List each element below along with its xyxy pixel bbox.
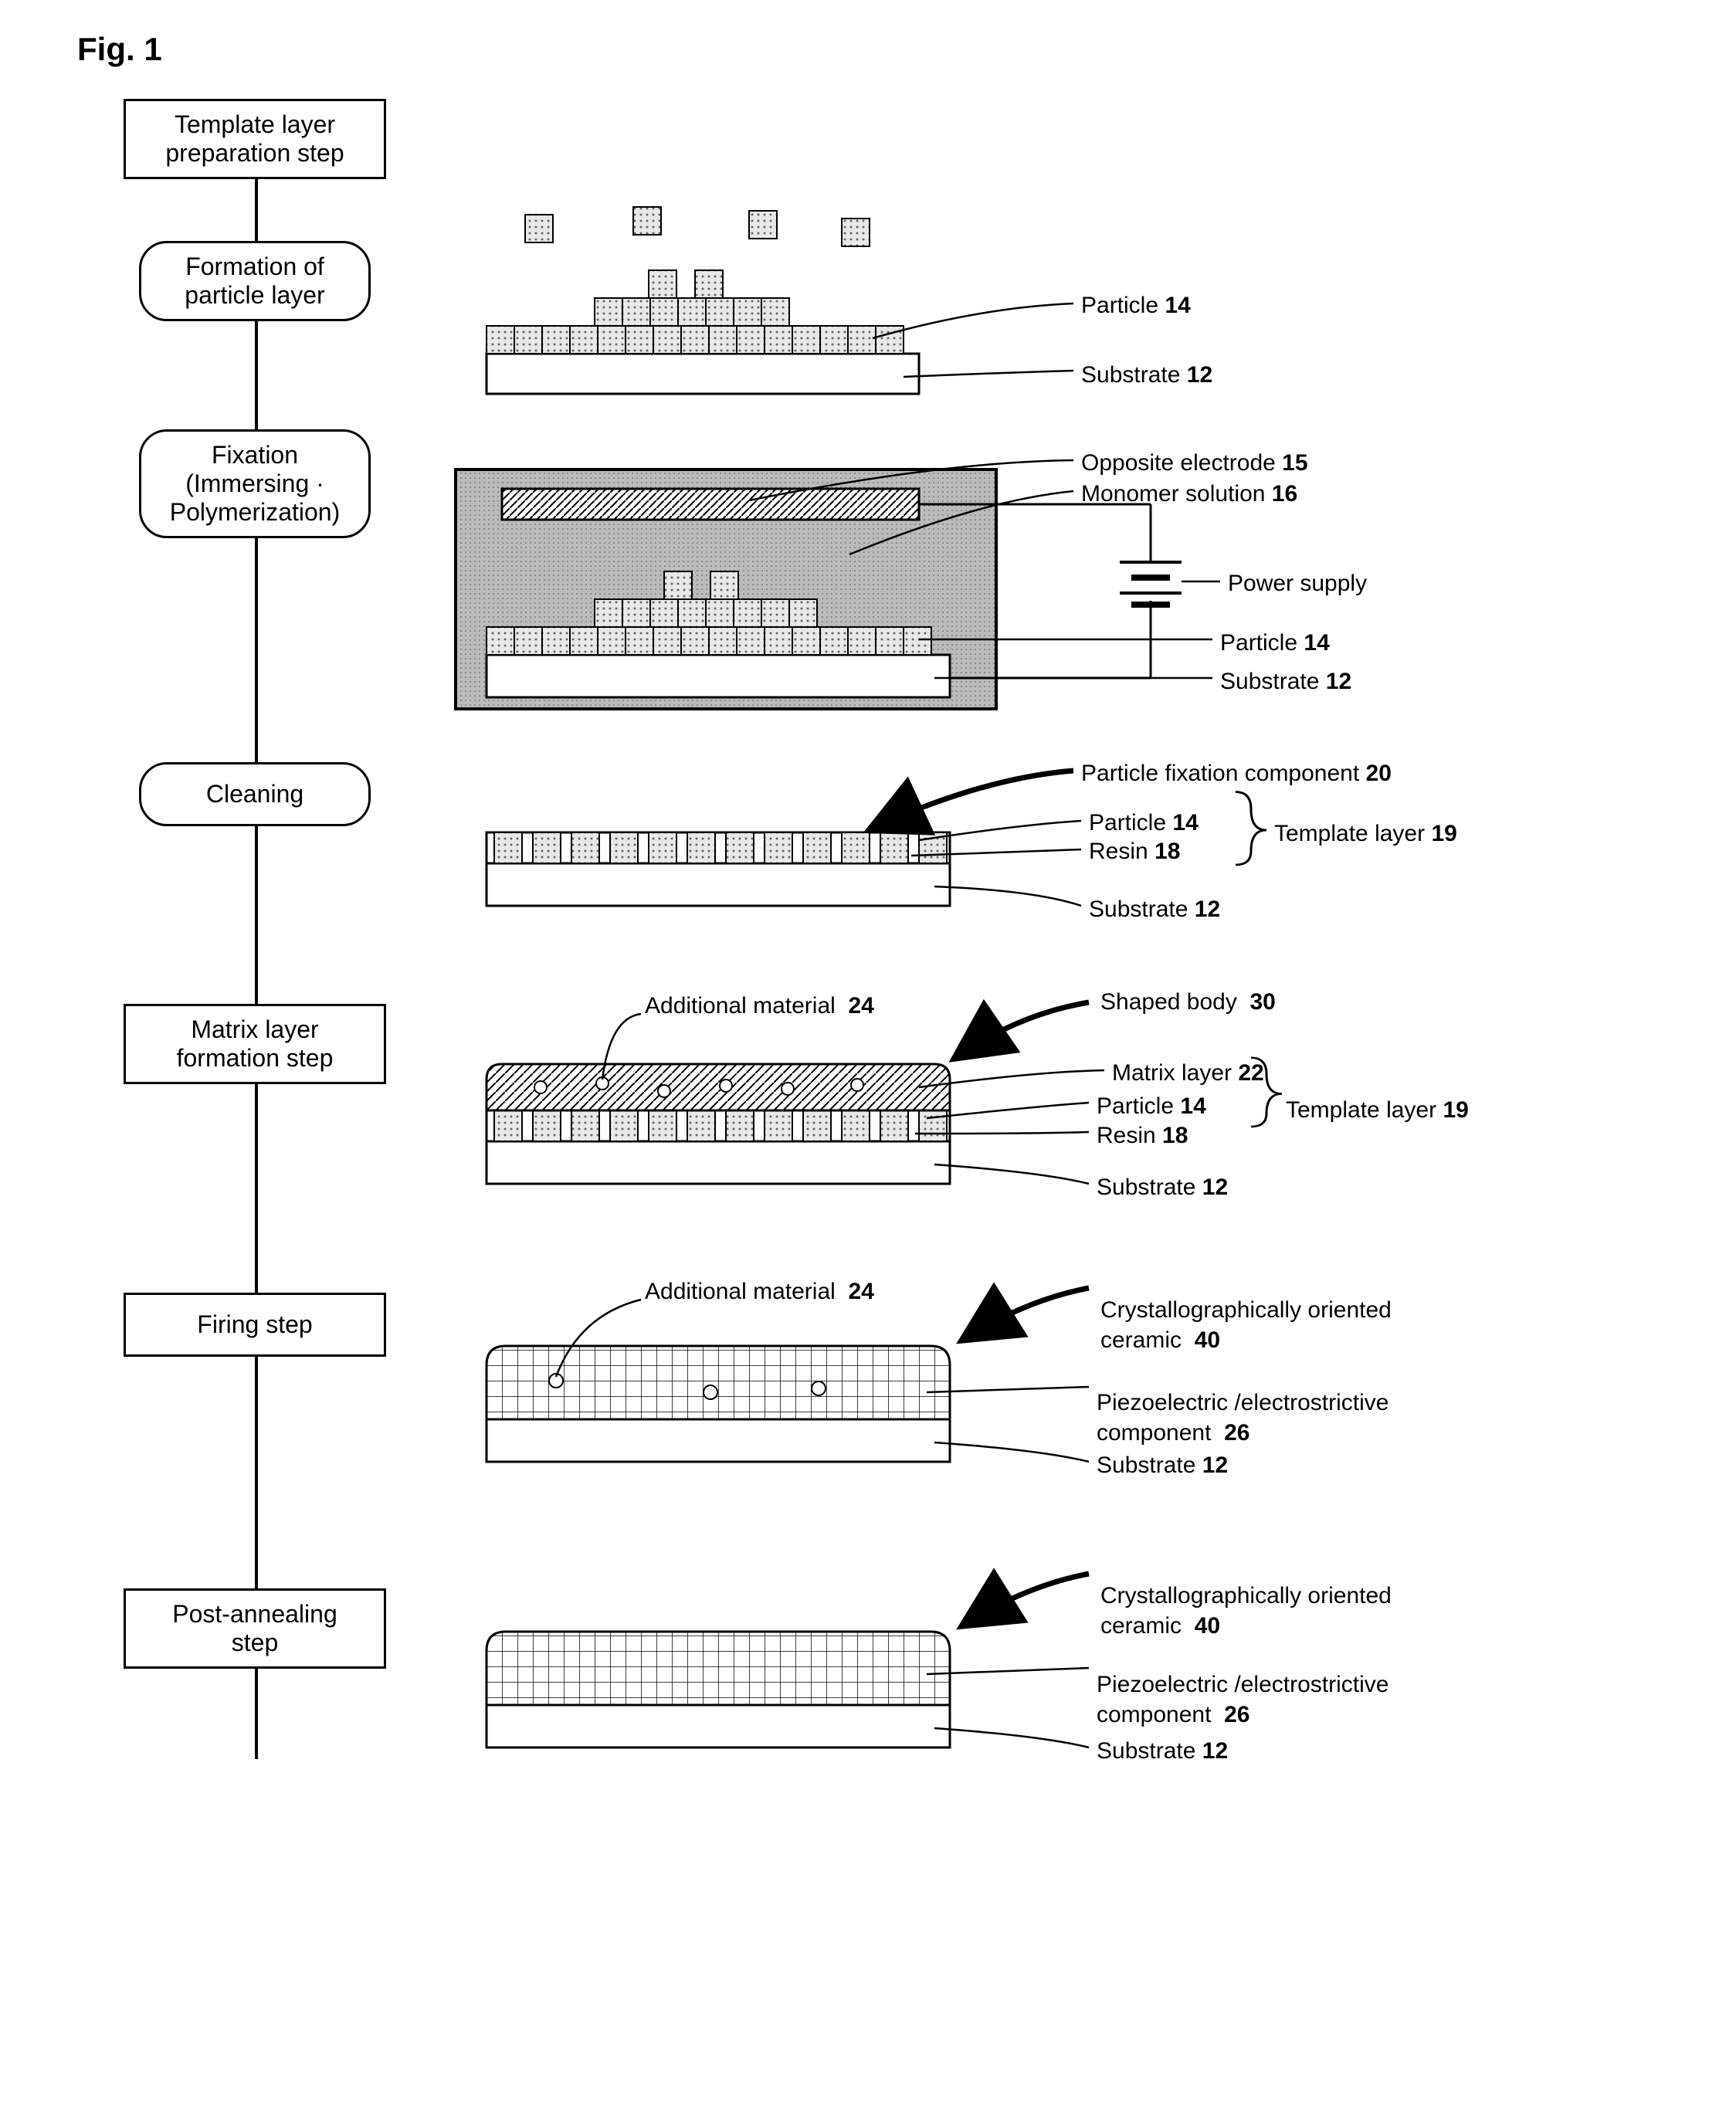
label-substrate-4: Substrate [1097,1175,1195,1200]
label-additional-material: Additional material [645,993,836,1019]
label-particle-num-3: 14 [1172,810,1198,836]
step-fixation: Fixation (Immersing · Polymerization) [139,429,371,538]
label-crystallographic-2: Crystallographically oriented ceramic [1100,1583,1392,1639]
label-substrate-3: Substrate [1089,897,1188,922]
label-particle-4: Particle [1097,1093,1174,1119]
label-particle-2: Particle [1220,630,1297,656]
label-substrate-num-2: 12 [1326,669,1351,694]
label-substrate-num-5: 12 [1202,1452,1228,1478]
diagram-particle-formation [440,199,1135,415]
label-resin-2: Resin [1097,1123,1156,1148]
label-additional-material-2: Additional material [645,1279,836,1304]
label-particle-fixation: Particle fixation component [1081,761,1359,786]
figure-title: Fig. 1 [77,31,1705,68]
flowchart-column: Template layer preparation step Formatio… [108,99,402,1821]
label-substrate: Substrate [1081,362,1180,388]
label-additional-material-num: 24 [848,993,873,1019]
label-particle-fixation-num: 20 [1366,761,1392,786]
label-substrate-num-3: 12 [1195,897,1220,922]
label-particle-3: Particle [1089,810,1166,836]
flow-connector-line [255,161,258,1759]
label-monomer: Monomer solution [1081,481,1265,507]
label-particle-num: 14 [1165,293,1190,318]
stage-particle-formation: Particle 14 Substrate 12 [440,199,1705,415]
label-crystallographic-num-2: 40 [1195,1613,1220,1639]
step-post-annealing: Post-annealing step [124,1588,386,1669]
step-firing: Firing step [124,1293,386,1357]
label-crystallographic: Crystallographically oriented ceramic [1100,1297,1392,1353]
main-container: Template layer preparation step Formatio… [108,99,1705,1821]
label-particle-num-4: 14 [1180,1093,1205,1119]
label-resin-num: 18 [1155,839,1180,864]
step-cleaning: Cleaning [139,762,371,826]
label-shaped-body-num: 30 [1250,989,1276,1015]
label-substrate-num-4: 12 [1202,1175,1228,1200]
stage-cleaning: Particle fixation component 20 Particle … [440,755,1705,948]
label-shaped-body: Shaped body [1100,989,1237,1015]
label-opposite-electrode: Opposite electrode [1081,450,1276,476]
label-particle-num-2: 14 [1304,630,1329,656]
label-opposite-electrode-num: 15 [1282,450,1307,476]
label-piezoelectric-num-2: 26 [1224,1702,1249,1727]
label-additional-material-num-2: 24 [848,1279,873,1304]
stage-post-annealing: Crystallographically oriented ceramic 40… [440,1543,1705,1798]
stage-firing: Additional material 24 Crystallographica… [440,1257,1705,1520]
label-matrix-layer-num: 22 [1238,1060,1263,1086]
label-particle: Particle [1081,293,1158,318]
diagram-cleaning [440,755,1599,948]
diagram-post-annealing [440,1543,1599,1798]
label-substrate-num: 12 [1187,362,1212,388]
label-substrate-5: Substrate [1097,1452,1195,1478]
label-template-layer-num-2: 19 [1443,1097,1468,1123]
diagram-firing [440,1257,1599,1520]
stage-matrix-layer: Additional material 24 Shaped body 30 Ma… [440,971,1705,1234]
step-matrix-layer: Matrix layer formation step [124,1004,386,1084]
label-template-layer-2: Template layer [1286,1097,1436,1123]
stage-fixation: Opposite electrode 15 Monomer solution 1… [440,439,1705,732]
label-substrate-2: Substrate [1220,669,1319,694]
label-template-layer-num: 19 [1431,821,1456,846]
label-matrix-layer: Matrix layer [1112,1060,1232,1086]
step-template-prep: Template layer preparation step [124,99,386,179]
label-substrate-num-6: 12 [1202,1738,1228,1764]
label-substrate-6: Substrate [1097,1738,1195,1764]
label-template-layer: Template layer [1274,821,1425,846]
label-resin-num-2: 18 [1162,1123,1188,1148]
label-piezoelectric-num: 26 [1224,1420,1249,1446]
label-resin: Resin [1089,839,1148,864]
diagram-column: Particle 14 Substrate 12 [440,99,1705,1821]
label-power-supply: Power supply [1228,571,1367,596]
label-monomer-num: 16 [1272,481,1297,507]
step-particle-layer: Formation of particle layer [139,241,371,321]
label-crystallographic-num: 40 [1195,1327,1220,1353]
